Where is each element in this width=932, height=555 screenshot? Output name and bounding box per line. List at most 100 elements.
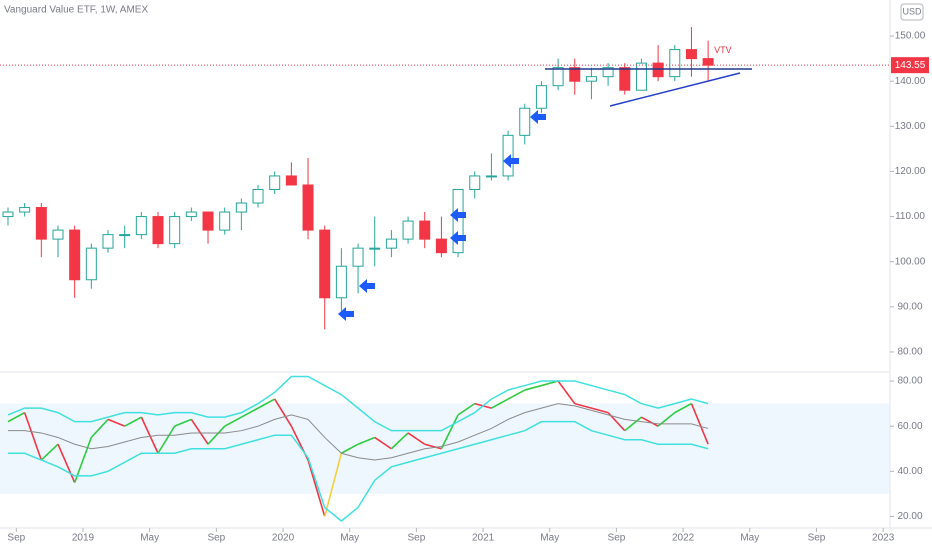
indicator-segment	[690, 403, 709, 445]
y-tick-label: 60.00	[897, 421, 922, 432]
y-tick-label: 130.00	[895, 121, 926, 132]
arrow	[450, 208, 466, 222]
x-tick-label: Sep	[408, 533, 426, 544]
y-tick-label: 110.00	[895, 211, 925, 222]
x-tick-label: 2022	[672, 533, 695, 544]
candle-body	[669, 49, 681, 78]
candle-body	[685, 49, 697, 60]
arrow	[338, 307, 354, 321]
y-tick-label: 90.00	[897, 301, 922, 312]
y-tick-label: 150.00	[895, 31, 926, 42]
last-price-label: 143.55	[895, 60, 926, 71]
candle-body	[302, 184, 314, 231]
indicator-segment	[491, 398, 509, 409]
x-tick-label: 2023	[872, 533, 895, 544]
indicator-line	[7, 420, 709, 522]
candle-body	[119, 234, 131, 237]
candle-body	[502, 134, 514, 177]
candle-body	[402, 220, 414, 240]
candle-body	[235, 202, 247, 213]
y-tick-label: 80.00	[897, 376, 922, 387]
plot: 80.00 90.00 100.00 110.00 120.00 130.00 140.00…	[0, 27, 929, 544]
candle-body	[469, 175, 481, 190]
indicator-segment	[307, 459, 326, 517]
candle-body	[152, 216, 164, 245]
indicator-segment	[257, 398, 276, 409]
candle-body	[269, 175, 281, 190]
indicator-segment	[674, 402, 692, 414]
indicator-segment	[57, 443, 76, 483]
indicator-line	[7, 403, 709, 461]
candle-body	[319, 229, 331, 299]
currency[interactable]: USD	[902, 6, 922, 16]
candle-body	[569, 67, 581, 82]
candle-body	[635, 62, 647, 91]
indicator-segment	[73, 437, 93, 483]
indicator-segment	[124, 416, 142, 427]
candle-body	[2, 211, 14, 218]
indicator-segment	[541, 380, 559, 387]
indicator-segment	[574, 402, 592, 409]
arrow	[359, 279, 375, 293]
candle-body	[335, 265, 347, 299]
candle-body	[85, 247, 97, 281]
y-tick-label: 20.00	[897, 511, 922, 522]
y-tick-label: 40.00	[897, 466, 922, 477]
y-tick-label: 120.00	[895, 166, 926, 177]
indicator-segment	[7, 411, 26, 423]
indicator-segment	[240, 407, 259, 418]
arrow	[450, 231, 466, 245]
candle-body	[352, 247, 364, 267]
last-price-box	[891, 57, 929, 74]
trendline	[609, 72, 741, 107]
indicator-segment	[40, 443, 59, 461]
arrow	[530, 110, 546, 124]
candle-body	[69, 229, 81, 281]
x-tick-label: 2019	[72, 533, 95, 544]
candle-body	[652, 62, 664, 78]
candle-body	[185, 211, 197, 218]
indicator-line	[7, 375, 709, 432]
candle-body	[619, 67, 631, 91]
candle-body	[52, 229, 64, 240]
indicator-segment	[524, 384, 542, 391]
indicator-segment	[207, 425, 226, 445]
indicator-segment	[174, 418, 192, 427]
y-tick-label: 100.00	[895, 256, 926, 267]
x-tick-label: Sep	[207, 533, 225, 544]
x-tick-label: May	[140, 533, 159, 544]
indicator-segment	[190, 418, 209, 445]
candle-body	[519, 107, 531, 136]
candle-body	[435, 238, 447, 254]
x-tick-label: Sep	[608, 533, 626, 544]
chart-title: Vanguard Value ETF, 1W, AMEX	[4, 5, 148, 16]
candle-body	[552, 67, 564, 87]
candle-body	[385, 238, 397, 249]
indicator-segment	[341, 443, 359, 454]
indicator-segment	[274, 398, 293, 427]
candle-body	[602, 67, 614, 78]
x-tick-label: Sep	[808, 533, 826, 544]
indicator-segment	[407, 432, 426, 445]
x-tick-label: May	[340, 533, 359, 544]
candle-body	[102, 234, 114, 249]
candle-body	[35, 207, 47, 240]
indicator-segment	[557, 380, 576, 405]
currency-box[interactable]	[900, 3, 924, 21]
x-tick-label: 2021	[472, 533, 495, 544]
y-tick-label: 80.00	[897, 347, 922, 358]
indicator-segment	[140, 416, 159, 454]
candle-body	[252, 188, 264, 204]
arrow	[503, 154, 519, 168]
indicator-segment	[390, 432, 409, 450]
indicator-segment	[157, 425, 176, 454]
x-tick-label: May	[540, 533, 559, 544]
arrows	[338, 110, 546, 321]
candle-body	[702, 58, 714, 66]
candle-body	[452, 188, 464, 254]
candle-body	[285, 175, 297, 186]
band	[0, 403, 890, 494]
indicator-segment	[357, 436, 376, 445]
candle-body	[202, 211, 214, 231]
